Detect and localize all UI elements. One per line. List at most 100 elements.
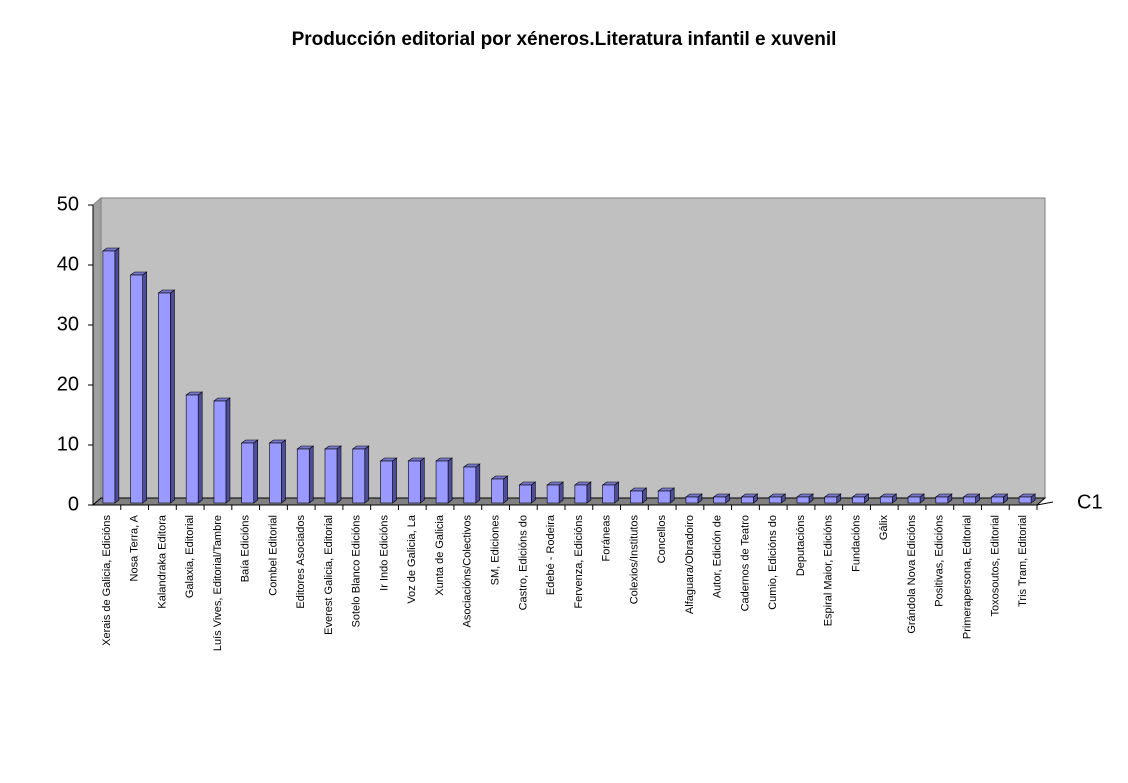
bar [852, 496, 865, 504]
bar-group [213, 397, 231, 504]
bar-group [740, 493, 759, 504]
bar [657, 490, 671, 504]
bar-side [475, 463, 481, 504]
bar [713, 496, 727, 504]
bar [602, 484, 615, 504]
side-wall [92, 196, 102, 507]
x-tick-label: Fundacións [850, 515, 862, 572]
bar-group [490, 475, 509, 504]
bar-group [407, 457, 426, 504]
x-tick-label: Combel Editorial [267, 515, 279, 596]
y-tick-label: 30 [57, 313, 79, 335]
y-tick-label: 10 [57, 433, 79, 455]
bar-group [268, 439, 287, 504]
bar-group [768, 493, 787, 504]
y-tick-label: 50 [57, 193, 79, 215]
bar-group [712, 493, 731, 504]
bar-group [907, 493, 925, 504]
bar-side [419, 457, 425, 504]
x-tick-label: Deputacións [795, 515, 807, 577]
bar-group [601, 481, 620, 504]
bar-group [518, 481, 537, 504]
bar [991, 496, 1004, 504]
x-tick-label: Castro, Edicións do [517, 515, 529, 610]
bar-side [364, 445, 370, 504]
bar [574, 484, 588, 504]
bar [352, 448, 366, 504]
bar-side [531, 481, 536, 504]
x-tick-label: Fervenza, Edicións [573, 515, 585, 609]
bar [185, 394, 199, 504]
bar [519, 484, 532, 504]
bar [1018, 496, 1032, 504]
y-tick-label: 0 [68, 493, 79, 515]
bar [491, 478, 504, 504]
x-tick-label: Edebé - Rodeira [545, 514, 557, 595]
bar-group [573, 481, 592, 504]
bar [907, 496, 921, 504]
x-tick-label: Autor, Edición de [712, 515, 724, 598]
x-tick-label: Asociacións/Colectivos [462, 515, 474, 628]
bar-side [558, 481, 564, 504]
bar [796, 496, 810, 504]
bar-group [462, 463, 481, 504]
bar-group [101, 247, 120, 504]
bar-group [546, 481, 565, 504]
x-tick-label: Tris Tram, Editorial [1017, 515, 1029, 607]
bar-side [197, 391, 203, 504]
x-tick-label: Colexios/Institutos [628, 515, 640, 605]
x-tick-label: Foráneas [601, 515, 613, 562]
x-tick-label: Xerais de Galicia, Edicións [101, 515, 113, 646]
x-tick-label: Espiral Maior, Edicións [823, 515, 835, 627]
bar [741, 496, 754, 504]
bar-group [379, 457, 398, 504]
bar [241, 442, 255, 504]
bar-group [129, 271, 148, 504]
bar-group [685, 493, 703, 504]
bar-side [392, 457, 397, 504]
x-tick-label: Grándola Nova Edicións [906, 515, 918, 634]
bar [935, 496, 949, 504]
bar-group [823, 493, 842, 504]
bar-side [308, 445, 314, 504]
x-tick-label: Ir Indo Edicións [378, 515, 390, 591]
bar [296, 448, 310, 504]
x-tick-label: Voz de Galicia, La [406, 514, 418, 604]
bar-side [614, 481, 619, 504]
bar-side [225, 397, 231, 504]
bar-group [435, 457, 453, 504]
bar [879, 496, 893, 504]
bar [102, 250, 116, 504]
bar [546, 484, 560, 504]
bar-group [990, 493, 1009, 504]
bar [269, 442, 282, 504]
bar-side [447, 457, 453, 504]
x-tick-label: Editores Asociados [295, 515, 307, 609]
bar-group [1018, 493, 1037, 504]
bar [213, 400, 227, 504]
x-tick-label: Luís Vives, Editorial/Tambre [212, 515, 224, 651]
x-tick-label: SM, Ediciones [489, 515, 501, 586]
x-tick-label: Nosa Terra, A [129, 514, 141, 581]
bar [130, 274, 143, 504]
bar-side [253, 439, 259, 504]
bar-side [503, 475, 508, 504]
x-tick-label: Positivas, Edicións [934, 515, 946, 607]
bar-group [296, 445, 315, 504]
bar-group [879, 493, 898, 504]
x-tick-label: Baía Edicións [240, 515, 252, 583]
x-tick-label: Alfaguara/Obradoiro [684, 515, 696, 614]
bar [630, 490, 643, 504]
bar [768, 496, 782, 504]
y-tick-label: 40 [57, 253, 79, 275]
x-tick-label: Cumio, Edicións do [767, 515, 779, 610]
bar-group [185, 391, 204, 504]
bar-side [336, 445, 342, 504]
bar [407, 460, 421, 504]
x-tick-label: Primerapersona, Editorial [961, 515, 973, 639]
bar [685, 496, 699, 504]
bar [324, 448, 338, 504]
x-tick-label: Gálix [878, 515, 890, 541]
bar [963, 496, 976, 504]
